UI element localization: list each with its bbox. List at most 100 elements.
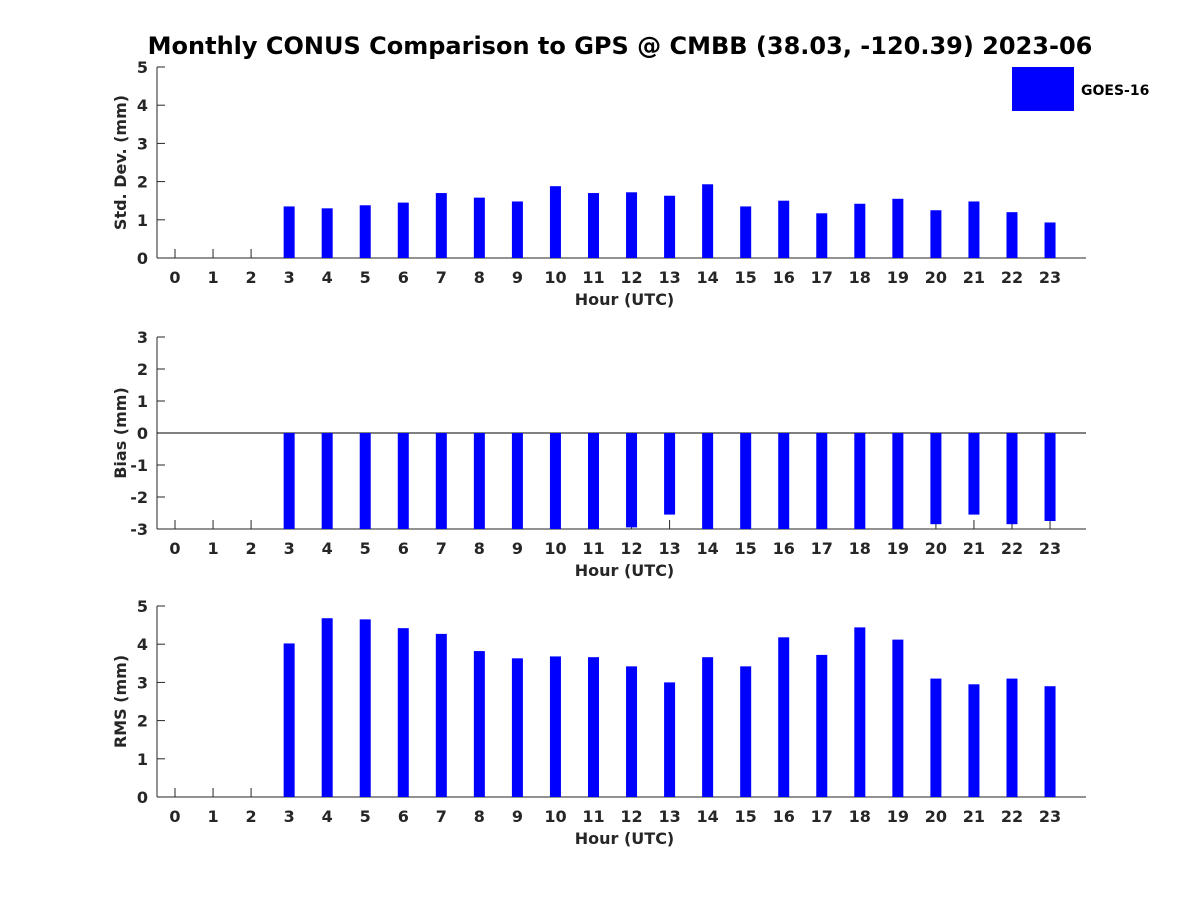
x-tick-label: 1 [207, 807, 218, 826]
bar-rms-hour-6 [397, 628, 409, 797]
bar-stddev-hour-22 [1006, 212, 1018, 258]
bar-rms-hour-21 [968, 684, 980, 797]
bar-stddev-hour-18 [854, 203, 866, 258]
x-tick-label: 9 [512, 268, 523, 287]
y-tick-label: 3 [137, 134, 148, 153]
y-tick-label: 1 [137, 211, 148, 230]
x-tick-label: 18 [849, 807, 871, 826]
bar-bias-hour-5 [359, 433, 371, 529]
x-tick-label: 11 [582, 268, 604, 287]
x-tick-label: 8 [474, 539, 485, 558]
bar-rms-hour-17 [816, 654, 828, 797]
x-tick-label: 17 [811, 268, 833, 287]
bar-rms-hour-3 [283, 643, 295, 797]
x-tick-label: 22 [1001, 807, 1023, 826]
x-tick-label: 20 [925, 268, 947, 287]
bar-bias-hour-11 [587, 433, 599, 529]
x-tick-label: 14 [696, 539, 718, 558]
y-tick-label: 4 [137, 635, 148, 654]
bar-stddev-hour-20 [930, 210, 942, 258]
y-axis-label: Std. Dev. (mm) [111, 95, 130, 230]
bar-rms-hour-12 [626, 666, 638, 797]
x-tick-label: 20 [925, 807, 947, 826]
x-tick-label: 23 [1039, 539, 1061, 558]
x-tick-label: 13 [658, 268, 680, 287]
y-tick-label: 1 [137, 750, 148, 769]
y-tick-label: 1 [137, 392, 148, 411]
x-tick-label: 21 [963, 539, 985, 558]
bar-rms-hour-11 [587, 657, 599, 797]
bar-bias-hour-18 [854, 433, 866, 529]
x-tick-label: 11 [582, 807, 604, 826]
x-tick-label: 2 [246, 539, 257, 558]
bar-bias-hour-16 [778, 433, 790, 529]
bar-rms-hour-4 [321, 618, 333, 797]
bar-stddev-hour-5 [359, 205, 371, 258]
x-tick-label: 6 [398, 539, 409, 558]
bar-bias-hour-17 [816, 433, 828, 529]
bar-rms-hour-22 [1006, 678, 1018, 797]
bar-bias-hour-10 [549, 433, 561, 529]
x-tick-label: 18 [849, 539, 871, 558]
x-tick-label: 7 [436, 539, 447, 558]
y-tick-label: 3 [137, 673, 148, 692]
x-axis-label: Hour (UTC) [575, 561, 675, 580]
x-tick-label: 16 [773, 807, 795, 826]
bar-stddev-hour-4 [321, 208, 333, 258]
y-axis-label: Bias (mm) [111, 387, 130, 479]
y-tick-label: 0 [137, 424, 148, 443]
x-tick-label: 22 [1001, 268, 1023, 287]
bar-stddev-hour-9 [511, 201, 523, 258]
x-tick-label: 23 [1039, 268, 1061, 287]
bar-bias-hour-6 [397, 433, 409, 529]
x-tick-label: 14 [696, 268, 718, 287]
bar-rms-hour-5 [359, 619, 371, 797]
x-tick-label: 5 [360, 807, 371, 826]
bar-bias-hour-12 [626, 433, 638, 528]
bar-stddev-hour-7 [435, 193, 447, 258]
x-tick-label: 3 [284, 539, 295, 558]
y-tick-label: 2 [137, 173, 148, 192]
x-tick-label: 6 [398, 268, 409, 287]
bar-rms-hour-19 [892, 639, 904, 797]
x-tick-label: 1 [207, 268, 218, 287]
bar-stddev-hour-11 [587, 193, 599, 258]
bar-bias-hour-15 [740, 433, 752, 529]
x-tick-label: 10 [544, 539, 566, 558]
x-tick-label: 15 [735, 268, 757, 287]
y-tick-label: 4 [137, 96, 148, 115]
x-tick-label: 6 [398, 807, 409, 826]
x-tick-label: 2 [246, 268, 257, 287]
bar-bias-hour-21 [968, 433, 980, 515]
y-tick-label: -1 [130, 456, 148, 475]
bar-stddev-hour-16 [778, 200, 790, 258]
bar-stddev-hour-14 [702, 184, 714, 258]
y-tick-label: 2 [137, 712, 148, 731]
x-tick-label: 15 [735, 539, 757, 558]
y-tick-label: 5 [137, 597, 148, 616]
x-tick-label: 12 [620, 539, 642, 558]
y-tick-label: 5 [137, 58, 148, 77]
bar-bias-hour-7 [435, 433, 447, 529]
x-tick-label: 8 [474, 268, 485, 287]
y-tick-label: -2 [130, 488, 148, 507]
bar-rms-hour-13 [664, 682, 676, 797]
x-tick-label: 5 [360, 539, 371, 558]
bar-rms-hour-14 [702, 657, 714, 797]
bar-bias-hour-22 [1006, 433, 1018, 525]
x-tick-label: 0 [169, 268, 180, 287]
x-tick-label: 17 [811, 807, 833, 826]
bar-rms-hour-20 [930, 678, 942, 797]
legend: GOES-16 [1012, 67, 1149, 111]
bar-stddev-hour-8 [473, 197, 485, 258]
x-tick-label: 23 [1039, 807, 1061, 826]
x-tick-label: 19 [887, 268, 909, 287]
bar-bias-hour-14 [702, 433, 714, 529]
bar-stddev-hour-13 [664, 195, 676, 258]
x-tick-label: 12 [620, 268, 642, 287]
x-tick-label: 22 [1001, 539, 1023, 558]
x-tick-label: 19 [887, 539, 909, 558]
bar-stddev-hour-6 [397, 202, 409, 258]
